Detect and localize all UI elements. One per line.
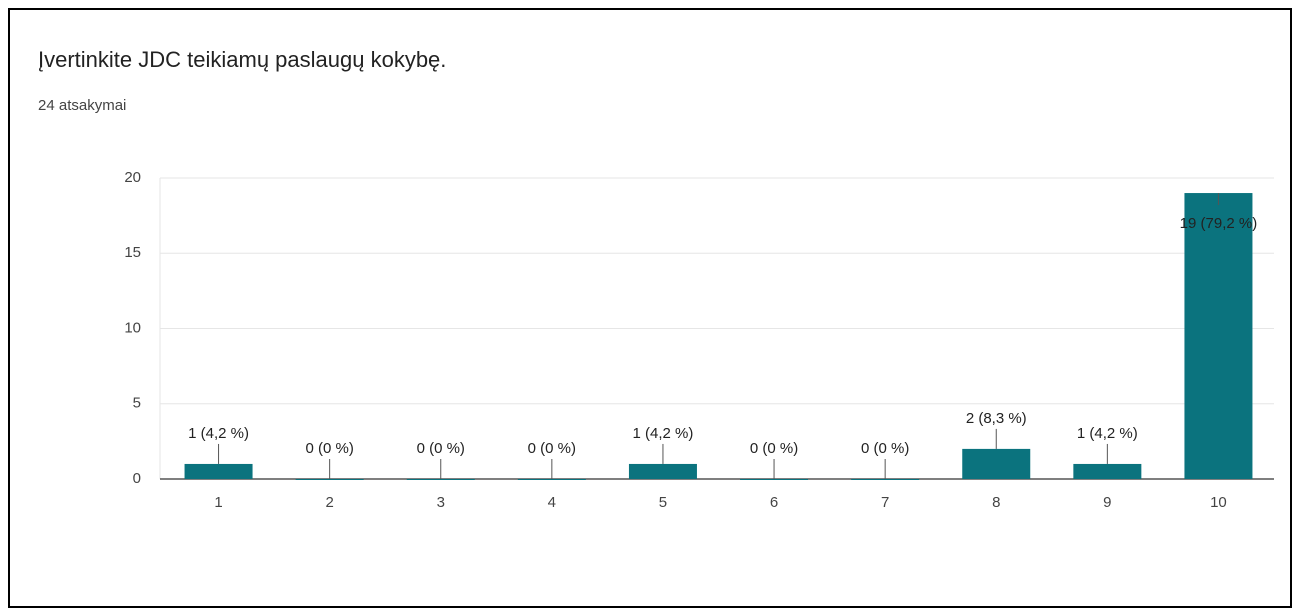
x-tick-label: 2 [325, 494, 333, 511]
x-tick-label: 1 [214, 494, 222, 511]
chart-title: Įvertinkite JDC teikiamų paslaugų kokybę… [38, 47, 446, 72]
bar [406, 479, 475, 480]
bar [295, 479, 364, 480]
data-label: 2 (8,3 %) [966, 410, 1027, 427]
bar [851, 479, 920, 480]
bar [184, 463, 253, 479]
y-tick-label: 5 [133, 395, 141, 412]
data-label: 0 (0 %) [528, 440, 576, 457]
x-tick-label: 7 [881, 494, 889, 511]
data-label: 1 (4,2 %) [1077, 425, 1138, 442]
x-tick-label: 10 [1210, 494, 1227, 511]
y-tick-label: 15 [124, 244, 141, 261]
x-tick-label: 4 [548, 494, 556, 511]
data-label: 0 (0 %) [417, 440, 465, 457]
bar [1073, 463, 1142, 479]
data-label: 0 (0 %) [861, 440, 909, 457]
x-tick-label: 8 [992, 494, 1000, 511]
y-tick-label: 20 [124, 169, 141, 186]
data-label: 19 (79,2 %) [1180, 215, 1258, 232]
bar [740, 479, 809, 480]
x-tick-label: 6 [770, 494, 778, 511]
x-tick-label: 9 [1103, 494, 1111, 511]
data-label: 0 (0 %) [305, 440, 353, 457]
data-label: 1 (4,2 %) [633, 425, 694, 442]
bar [628, 463, 697, 479]
data-label: 0 (0 %) [750, 440, 798, 457]
chart: Įvertinkite JDC teikiamų paslaugų kokybę… [38, 47, 1274, 511]
chart-subtitle: 24 atsakymai [38, 97, 126, 114]
x-tick-label: 5 [659, 494, 667, 511]
x-tick-label: 3 [437, 494, 445, 511]
bar [1184, 193, 1253, 480]
bar [962, 448, 1031, 479]
bar [517, 479, 586, 480]
y-tick-label: 10 [124, 319, 141, 336]
data-label: 1 (4,2 %) [188, 425, 249, 442]
y-tick-label: 0 [133, 470, 141, 487]
